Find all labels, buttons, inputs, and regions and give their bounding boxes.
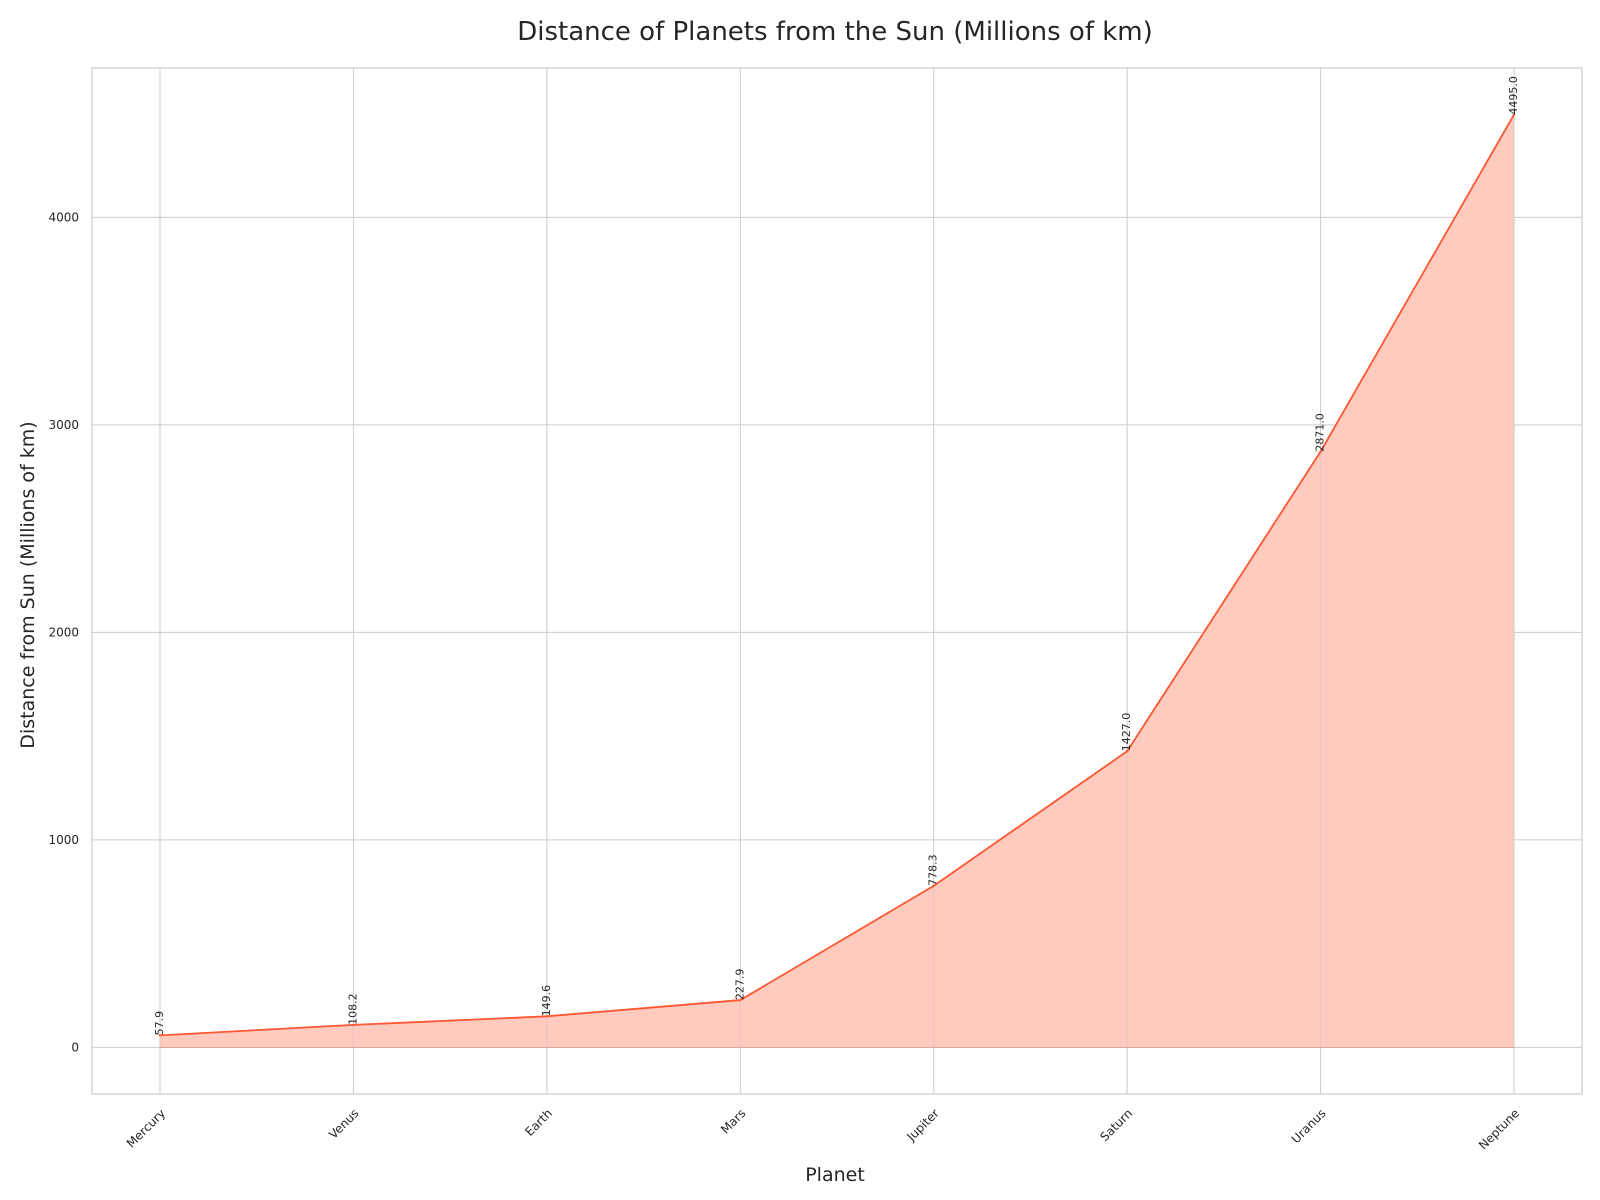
data-point bbox=[932, 884, 935, 888]
plot-frame bbox=[91, 67, 1583, 1095]
data-point bbox=[739, 998, 742, 1002]
data-label: 4495.0 bbox=[1507, 76, 1520, 115]
data-label: 1427.0 bbox=[1120, 713, 1133, 752]
x-tick-label: Saturn bbox=[1097, 1106, 1135, 1144]
area-fill bbox=[160, 114, 1514, 1048]
data-labels: 57.9 108.2 149.6 227.9 778.3 1427.0 2871.0 4495… bbox=[153, 76, 1520, 1035]
data-point bbox=[545, 1015, 549, 1018]
data-point bbox=[1319, 450, 1322, 453]
y-tick-label: 3000 bbox=[48, 418, 79, 432]
data-label: 227.9 bbox=[733, 969, 746, 1001]
data-point bbox=[1512, 113, 1516, 116]
y-axis-label: Distance from Sun (Millions of km) bbox=[17, 421, 39, 748]
x-tick-label: Mercury bbox=[124, 1106, 168, 1150]
data-point bbox=[158, 1034, 162, 1037]
series-line bbox=[159, 114, 1515, 1037]
data-label: 57.9 bbox=[153, 1011, 166, 1036]
y-tick-label: 2000 bbox=[48, 625, 79, 639]
data-label: 149.6 bbox=[540, 985, 553, 1017]
x-tick-label: Neptune bbox=[1476, 1106, 1522, 1152]
y-tick-label: 0 bbox=[71, 1040, 79, 1054]
data-label: 778.3 bbox=[927, 854, 940, 886]
data-label: 2871.0 bbox=[1314, 413, 1327, 452]
chart-title: Distance of Planets from the Sun (Millio… bbox=[517, 17, 1153, 47]
area-series bbox=[158, 113, 1516, 1048]
x-axis-label: Planet bbox=[805, 1164, 865, 1186]
data-label: 108.2 bbox=[346, 993, 359, 1025]
x-tick-label: Earth bbox=[522, 1106, 555, 1139]
data-point bbox=[352, 1023, 355, 1027]
x-tick-label: Jupiter bbox=[904, 1106, 942, 1144]
x-tick-label: Mars bbox=[718, 1106, 748, 1136]
data-point bbox=[1125, 750, 1129, 753]
y-tick-label: 4000 bbox=[48, 210, 79, 224]
x-tick-label: Uranus bbox=[1289, 1106, 1329, 1146]
y-tick-label: 1000 bbox=[48, 833, 79, 847]
x-tick-label: Venus bbox=[326, 1106, 361, 1141]
